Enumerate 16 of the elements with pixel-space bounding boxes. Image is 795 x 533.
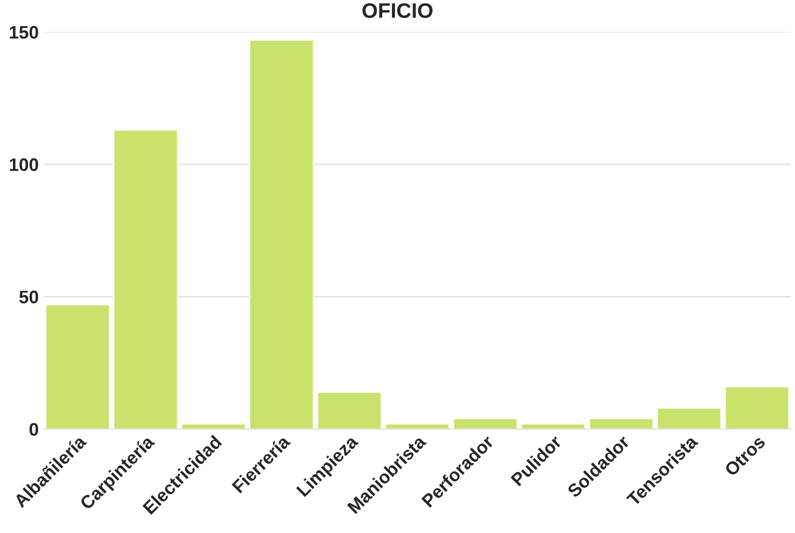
y-tick-label: 0 [30, 423, 38, 436]
bar [113, 129, 178, 430]
bar [452, 418, 518, 430]
bar [520, 423, 586, 430]
y-tick-label: 100 [10, 158, 38, 172]
bar [384, 423, 450, 430]
y-tick-label: 150 [10, 26, 38, 39]
bar [180, 423, 246, 430]
bar [656, 407, 722, 430]
chart-title: OFICIO [362, 3, 433, 18]
bar [316, 391, 382, 430]
bar [724, 386, 790, 430]
bar [588, 418, 654, 430]
y-tick-label: 50 [19, 290, 38, 304]
bar [248, 39, 314, 430]
bar [45, 304, 110, 430]
